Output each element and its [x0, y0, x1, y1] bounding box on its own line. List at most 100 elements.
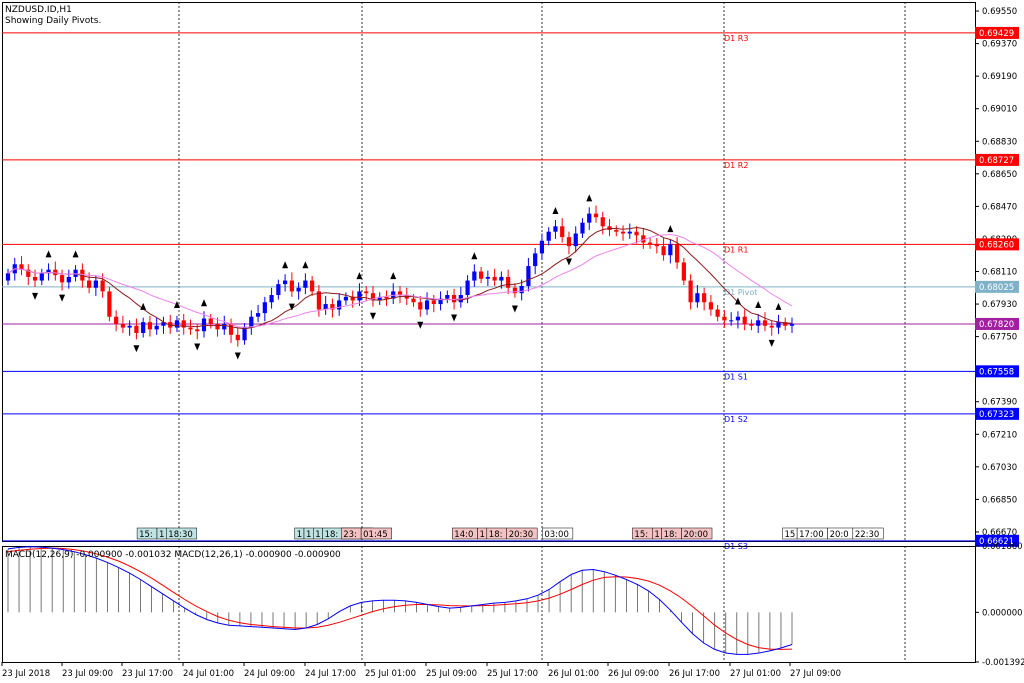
candle-body — [539, 240, 545, 254]
candle-body — [134, 325, 139, 333]
event-label: 18: — [664, 530, 678, 540]
fractal-down-arrow — [194, 343, 201, 351]
x-tick-label: 27 Jul 01:00 — [730, 669, 781, 679]
candle-body — [553, 226, 558, 232]
price-tag-label: 0.67558 — [979, 367, 1014, 377]
candle-body — [702, 293, 707, 303]
fractal-down-arrow — [288, 303, 295, 311]
price-tag — [975, 153, 1019, 166]
macd-y-tick-label: 0.000000 — [982, 608, 1023, 618]
x-tick-label: 24 Jul 09:00 — [244, 669, 295, 679]
candle-body — [249, 316, 254, 328]
event-label: 1 — [480, 530, 485, 540]
x-tick-label: 24 Jul 01:00 — [183, 669, 234, 679]
fractal-up-arrow — [173, 301, 180, 309]
candle-body — [742, 316, 747, 324]
candle-body — [492, 276, 497, 281]
candle-body — [269, 295, 274, 303]
candle-body — [255, 313, 261, 317]
candle-body — [66, 276, 71, 283]
candle-body — [519, 285, 524, 294]
candle-body — [499, 276, 504, 281]
candle-body — [46, 269, 51, 274]
candle-body — [722, 316, 727, 321]
candle-body — [675, 244, 680, 263]
price-tag — [975, 238, 1019, 251]
candle-body — [59, 275, 65, 283]
event-label: 18:30 — [168, 530, 193, 540]
event-label: 15 — [785, 530, 796, 540]
candle-body — [181, 320, 186, 328]
candle-body — [465, 280, 470, 296]
candle-body — [289, 280, 294, 292]
candle-body — [580, 222, 585, 234]
event-label-box — [360, 527, 392, 540]
candle-body — [506, 276, 511, 288]
fractal-down-arrow — [234, 352, 241, 360]
fractal-down-arrow — [369, 312, 376, 320]
fractal-down-arrow — [32, 292, 39, 300]
candle-body — [228, 323, 234, 335]
candle-body — [174, 320, 180, 328]
ma-fast-line — [7, 226, 793, 330]
price-tag-label: 0.68260 — [979, 240, 1014, 250]
macd-y-tick-label: 0.001860 — [982, 542, 1023, 552]
candle-body — [566, 237, 572, 247]
candle-body — [729, 320, 734, 322]
candle-body — [546, 231, 551, 241]
price-tag — [975, 317, 1019, 330]
fractal-up-arrow — [734, 297, 741, 305]
candle-body — [350, 296, 355, 301]
price-tag-label: 0.67323 — [979, 410, 1014, 420]
price-tag — [975, 26, 1019, 39]
fractal-up-arrow — [45, 250, 52, 258]
event-label: 20:30 — [509, 530, 534, 540]
price-tag — [975, 280, 1019, 293]
candle-body — [303, 280, 308, 288]
candle-body — [769, 325, 774, 328]
candle-body — [560, 226, 565, 238]
price-tag — [975, 365, 1019, 378]
fractal-down-arrow — [451, 314, 458, 322]
candle-body — [310, 280, 315, 292]
price-tag — [975, 407, 1019, 420]
candle-body — [411, 298, 416, 303]
candle-body — [533, 253, 538, 267]
candle-body — [783, 322, 788, 326]
macd-panel-frame — [2, 546, 976, 663]
y-tick-label: 0.68470 — [982, 202, 1017, 212]
candle-body — [451, 295, 457, 303]
candle-body — [141, 322, 146, 333]
x-tick-label: 24 Jul 17:00 — [305, 669, 356, 679]
candle-body — [188, 327, 193, 330]
candle-body — [418, 302, 423, 310]
event-label: 22:30 — [855, 530, 880, 540]
event-label-box — [166, 527, 198, 540]
candle-body — [161, 322, 166, 326]
fractal-up-arrow — [471, 252, 478, 260]
price-tag-label: 0.67820 — [979, 320, 1014, 330]
event-label: 15: — [634, 530, 648, 540]
event-label-box — [506, 527, 538, 540]
event-label: 23: — [343, 530, 357, 540]
macd-title: MACD(12,26,9) -0.000900 -0.001032 MACD(1… — [5, 550, 341, 560]
candle-body — [242, 327, 247, 341]
y-tick-label: 0.69550 — [982, 7, 1017, 17]
pivot-label: D1 Pivot — [724, 288, 757, 297]
candle-body — [93, 280, 98, 288]
event-label-box — [681, 527, 713, 540]
candle-body — [688, 280, 693, 303]
candle-body — [26, 269, 31, 277]
candle-body — [526, 266, 531, 286]
candle-body — [262, 302, 267, 314]
event-label: 20:00 — [684, 530, 709, 540]
price-tag-label: 0.68025 — [979, 283, 1014, 293]
pivot-label: D1 R2 — [724, 161, 748, 170]
event-label: 1 — [315, 530, 320, 540]
x-tick-label: 23 Jul 17:00 — [122, 669, 173, 679]
candle-body — [485, 276, 490, 279]
candle-body — [323, 304, 328, 310]
candle-body — [472, 271, 477, 281]
price-tag — [975, 534, 1019, 547]
y-tick-label: 0.69370 — [982, 40, 1017, 50]
